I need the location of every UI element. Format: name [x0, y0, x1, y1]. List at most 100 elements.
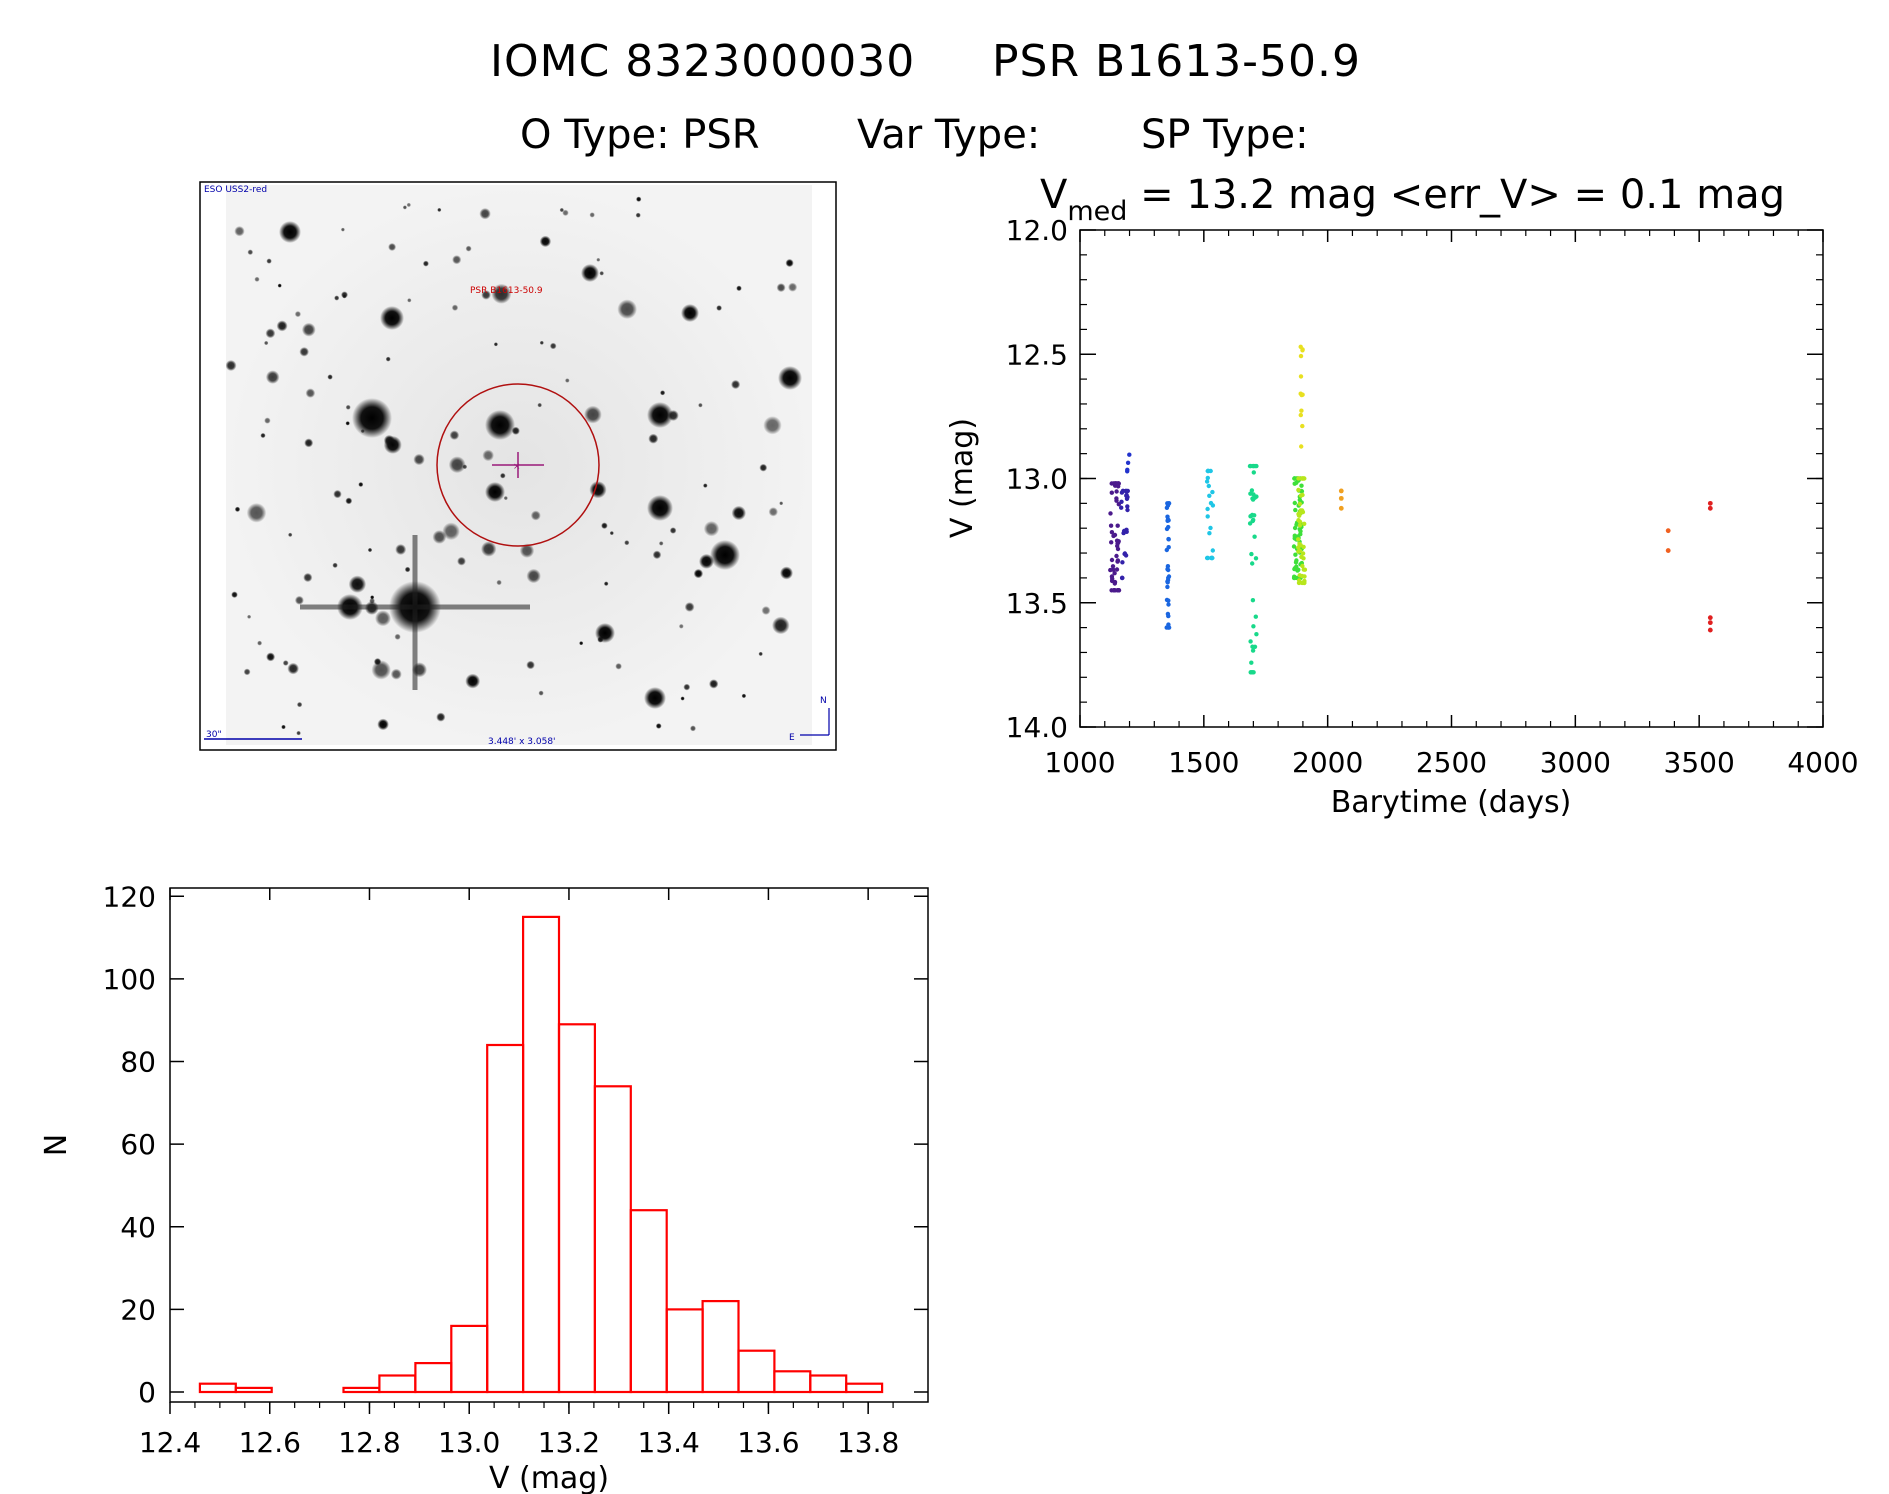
data-point [1297, 501, 1303, 507]
data-point [1298, 508, 1303, 513]
star-icon [304, 438, 314, 448]
star-icon [703, 521, 720, 537]
star-icon [247, 614, 252, 619]
target-label: PSR B1613-50.9 [470, 286, 543, 296]
data-point [1250, 648, 1256, 653]
data-point [1299, 476, 1304, 481]
star-icon [279, 221, 301, 243]
star-icon [385, 356, 391, 362]
star-icon [678, 623, 684, 629]
data-point [1165, 611, 1171, 617]
star-icon [644, 687, 666, 709]
data-point [1121, 528, 1127, 534]
star-icon [741, 693, 747, 699]
data-point [1292, 525, 1298, 531]
star-icon [788, 282, 798, 292]
star-icon [332, 562, 338, 568]
x-tick-label: 2500 [1416, 746, 1487, 779]
star-icon [779, 501, 784, 506]
data-point [1119, 499, 1124, 504]
star-icon [481, 290, 491, 300]
data-point [1109, 530, 1115, 535]
data-point [1300, 492, 1305, 498]
data-point [1164, 526, 1170, 532]
star-icon [485, 482, 505, 502]
title-v: V [1040, 172, 1068, 218]
histogram-bar [378, 1374, 417, 1394]
light-curve-frame [1079, 229, 1824, 728]
title-rest: = 13.2 mag <err_V> = 0.1 mag [1127, 172, 1785, 218]
star-icon [624, 540, 630, 546]
light-curve-chart: Vmed = 13.2 mag <err_V> = 0.1 mag 1000 15… [945, 172, 1859, 820]
data-point [1707, 500, 1713, 506]
light-curve-xlabel: Barytime (days) [1331, 785, 1572, 820]
star-icon [288, 532, 293, 537]
data-point [1114, 553, 1119, 559]
star-icon [266, 258, 272, 264]
data-point [1112, 532, 1118, 538]
star-icon [648, 433, 659, 444]
star-icon [539, 340, 544, 345]
star-icon [404, 566, 411, 573]
star-icon [761, 606, 771, 615]
data-point [1110, 564, 1116, 569]
y-tick-label: 80 [120, 1046, 156, 1079]
data-point [1112, 581, 1118, 586]
star-icon [358, 482, 364, 487]
data-point [1302, 580, 1307, 586]
light-curve-ylabel: V (mag) [945, 418, 980, 538]
y-tick-label: 100 [103, 963, 156, 996]
star-icon [579, 641, 584, 646]
data-point [1297, 578, 1302, 583]
data-point [1248, 639, 1253, 644]
x-tick-label: 1500 [1168, 746, 1239, 779]
star-icon [526, 660, 535, 670]
x-tick-label: 2000 [1292, 746, 1363, 779]
histogram-bar [773, 1370, 812, 1394]
star-icon [226, 360, 237, 371]
star-icon [457, 556, 466, 566]
star-icon [465, 245, 472, 252]
star-icon [538, 690, 544, 696]
star-icon [303, 572, 313, 583]
histogram-bar [845, 1382, 884, 1394]
star-icon [234, 226, 245, 237]
data-point [1338, 505, 1344, 511]
data-point [1116, 484, 1121, 489]
data-point [1293, 560, 1299, 565]
star-icon [690, 725, 696, 732]
data-point [1114, 489, 1119, 494]
star-icon [776, 283, 786, 293]
star-icon [768, 507, 778, 517]
star-icon [667, 410, 679, 421]
y-tick-label: 20 [120, 1293, 156, 1326]
y-tick-label: 12.0 [1006, 214, 1068, 247]
star-icon [780, 566, 793, 580]
histogram-xlabel: V (mag) [489, 1461, 609, 1494]
data-point [1707, 615, 1713, 621]
data-point [1205, 514, 1210, 519]
data-point [1293, 507, 1298, 513]
star-icon [341, 291, 348, 299]
histogram-bar [593, 1085, 632, 1394]
star-icon [407, 298, 412, 303]
histogram-bar [486, 1043, 525, 1394]
data-point [1250, 561, 1255, 566]
star-icon [683, 683, 691, 691]
data-point [1302, 567, 1308, 572]
data-point [1166, 537, 1171, 542]
y-tick-label: 40 [120, 1211, 156, 1244]
histogram-bar [198, 1382, 237, 1394]
scale-label: 30" [206, 730, 222, 740]
data-point [1205, 506, 1210, 512]
histogram-ticks: 12.4 12.6 12.8 13.0 13.2 13.4 13.6 13.8 0 20 40 60 8… [103, 880, 928, 1459]
star-icon [716, 305, 722, 311]
star-icon [390, 668, 402, 680]
star-icon [655, 723, 662, 729]
star-icon [294, 595, 304, 605]
star-icon [731, 505, 746, 521]
data-point [1122, 551, 1127, 557]
data-point [1252, 644, 1258, 649]
data-point [1166, 501, 1172, 506]
